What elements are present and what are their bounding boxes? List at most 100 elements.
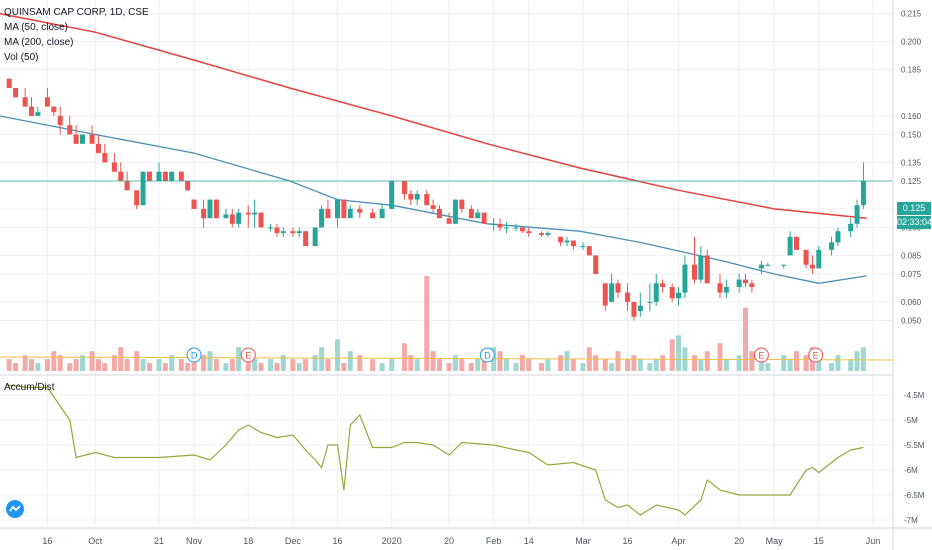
candle-body bbox=[290, 231, 296, 234]
candle-body bbox=[414, 194, 420, 200]
candle-body bbox=[803, 249, 809, 265]
candle-body bbox=[437, 208, 442, 219]
volume-bar bbox=[481, 355, 487, 371]
candle-body bbox=[809, 264, 815, 269]
candle-body bbox=[229, 214, 235, 224]
candle-body bbox=[781, 264, 787, 266]
volume-bar bbox=[558, 355, 564, 371]
volume-bar bbox=[503, 359, 509, 371]
volume-bar bbox=[389, 359, 395, 371]
candle-body bbox=[29, 106, 34, 116]
volume-bar bbox=[794, 351, 799, 371]
volume-bar bbox=[140, 359, 146, 371]
volume-bar bbox=[156, 359, 162, 371]
candle-body bbox=[80, 134, 85, 144]
volume-bar bbox=[593, 355, 599, 371]
volume-bar bbox=[669, 339, 675, 371]
ad-tick-label: -6.5M bbox=[904, 491, 925, 500]
volume-bar bbox=[631, 355, 637, 371]
ad-tick-label: -5M bbox=[904, 416, 918, 425]
time-tick-label: 16 bbox=[42, 536, 52, 546]
price-tick-label: 0.125 bbox=[901, 177, 922, 186]
volume-bar bbox=[609, 363, 615, 371]
countdown-tag: 02:33:04 bbox=[897, 216, 932, 229]
volume-bar bbox=[341, 363, 347, 371]
time-tick-label: Mar bbox=[575, 536, 591, 546]
candle-body bbox=[424, 194, 430, 206]
ma200-path bbox=[0, 12, 867, 219]
candle-body bbox=[44, 97, 50, 107]
candle-body bbox=[860, 181, 866, 206]
volume-bar bbox=[280, 355, 286, 371]
volume-bar bbox=[296, 363, 302, 371]
candle-body bbox=[89, 134, 95, 144]
price-tick-label: 0.215 bbox=[901, 10, 922, 19]
volume-bar bbox=[29, 359, 34, 371]
volume-bar bbox=[723, 359, 729, 371]
candle-body bbox=[459, 199, 465, 209]
accum-dist-legend[interactable]: Accum/Dist bbox=[4, 382, 55, 393]
symbol-title[interactable]: QUINSAM CAP CORP, 1D, CSE bbox=[4, 7, 149, 18]
volume-bar bbox=[207, 351, 213, 371]
volume-bar bbox=[564, 351, 570, 371]
candle-body bbox=[765, 264, 771, 266]
time-tick-label: Apr bbox=[672, 536, 686, 546]
ma50-legend[interactable]: MA (50, close) bbox=[4, 22, 68, 33]
candle-body bbox=[816, 249, 822, 269]
volume-bar bbox=[35, 363, 41, 371]
volume-bar bbox=[816, 359, 822, 371]
time-tick-label: Jun bbox=[866, 536, 881, 546]
tradingview-logo-icon[interactable] bbox=[6, 500, 24, 518]
volume-bar bbox=[860, 347, 866, 371]
candle-body bbox=[245, 212, 251, 215]
volume-bar bbox=[676, 335, 682, 371]
ma200-line bbox=[0, 12, 867, 219]
price-tick-label: 0.060 bbox=[901, 298, 922, 307]
volume-bar bbox=[146, 363, 152, 371]
time-tick-label: 2020 bbox=[382, 536, 402, 546]
candle-body bbox=[848, 223, 854, 232]
candle-body bbox=[682, 264, 688, 293]
candle-body bbox=[660, 283, 666, 288]
time-tick-label: Nov bbox=[186, 536, 203, 546]
candle-body bbox=[57, 115, 63, 126]
event-marker-circle bbox=[753, 347, 769, 363]
volume-bar bbox=[424, 276, 430, 371]
event-marker-circle bbox=[186, 347, 202, 363]
volume-bar bbox=[111, 355, 117, 371]
volume-bar bbox=[118, 347, 124, 371]
candle-body bbox=[669, 287, 675, 299]
volume-bar bbox=[44, 359, 50, 371]
accum-dist-path bbox=[5, 384, 864, 516]
candle-body bbox=[162, 171, 168, 181]
volume-legend[interactable]: Vol (50) bbox=[4, 52, 39, 63]
volume-bar bbox=[124, 359, 130, 371]
event-marker-circle bbox=[808, 347, 824, 363]
volume-bar bbox=[653, 359, 659, 371]
candle-body bbox=[631, 301, 637, 317]
candle-body bbox=[73, 134, 79, 144]
candle-body bbox=[653, 283, 659, 302]
ad-tick-label: -5.5M bbox=[904, 441, 925, 450]
candle-body bbox=[347, 208, 353, 219]
volume-bar bbox=[229, 359, 235, 371]
event-marker-circle bbox=[240, 347, 256, 363]
volume-bar bbox=[414, 359, 420, 371]
volume-bar bbox=[570, 359, 576, 371]
candle-body bbox=[586, 246, 592, 256]
candle-body bbox=[829, 242, 835, 250]
time-tick-label: 15 bbox=[814, 536, 824, 546]
candle-body bbox=[35, 112, 41, 116]
candle-body bbox=[408, 194, 414, 200]
ma200-legend[interactable]: MA (200, close) bbox=[4, 37, 74, 48]
candle-body bbox=[140, 171, 146, 206]
ad-tick-label: -7M bbox=[904, 516, 918, 525]
candle-body bbox=[236, 212, 242, 224]
volume-bar bbox=[835, 355, 841, 371]
candle-body bbox=[185, 181, 191, 191]
candle-body bbox=[118, 171, 124, 181]
candle-body bbox=[430, 205, 436, 209]
volume-bar bbox=[102, 363, 108, 371]
ad-tick-label: -6M bbox=[904, 466, 918, 475]
candle-body bbox=[370, 212, 376, 219]
